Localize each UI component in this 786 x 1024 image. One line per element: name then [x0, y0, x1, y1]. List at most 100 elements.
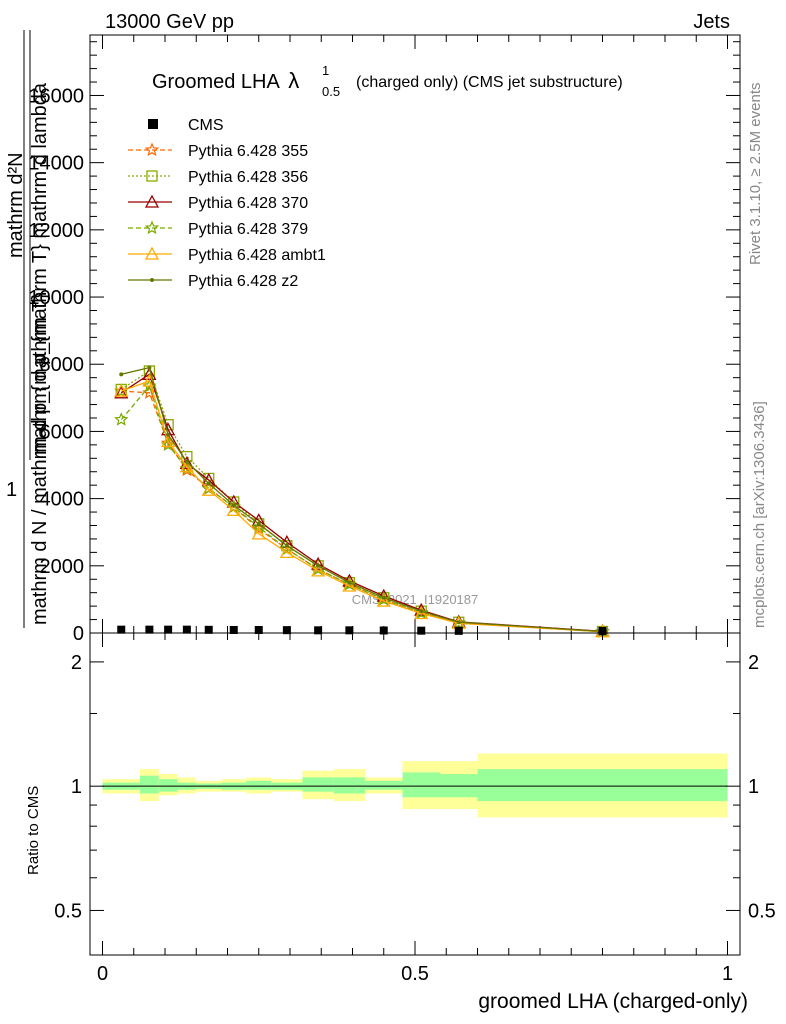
series-3-point [310, 561, 326, 576]
main-ytick-label-3: 6000 [40, 421, 85, 443]
mcplots-label: mcplots.cern.ch [arXiv:1306.3436] [751, 401, 768, 628]
series-4-point [226, 503, 241, 517]
series-5-point [119, 372, 124, 377]
cms-point [379, 626, 388, 635]
cms-point [417, 626, 426, 635]
series-4-point [311, 563, 326, 577]
series-5-point [316, 563, 321, 568]
series-4-point [279, 545, 294, 559]
ratio-xtick-label-2: 1 [722, 963, 733, 985]
ratio-ytick-label-0: 0.5 [54, 900, 82, 922]
series-3-point [114, 412, 129, 426]
main-ytick-label-7: 14000 [28, 153, 84, 175]
cms-point [182, 625, 191, 634]
series-5-point [456, 620, 461, 625]
series-5-point [256, 521, 261, 526]
ratio-ytick-label-1: 1 [71, 776, 82, 798]
series-5-point [347, 580, 352, 585]
main-ytick-label-5: 10000 [28, 287, 84, 309]
main-y-ticks: 0 2000 4000 6000 8000 10000 12000 14000 16000 [28, 41, 740, 645]
plot-title: Groomed LHA λ [152, 68, 299, 93]
cms-points [117, 625, 607, 635]
series-2-point [114, 385, 129, 399]
cms-point [254, 625, 263, 634]
series-4-point [201, 482, 216, 496]
legend-label-cms: CMS [188, 117, 224, 134]
ylabel-top: mathrm d²N [5, 152, 27, 258]
series-3-point [414, 605, 429, 619]
cms-point [282, 626, 291, 635]
ylabel-bottom: mathrm d N / mathrm d p_{mathrm T} [29, 293, 51, 625]
series-3-point [251, 519, 266, 534]
series-5-point [231, 503, 236, 508]
series-4-point [251, 526, 266, 540]
ratio-xtick-label-1: 0.5 [401, 963, 429, 985]
series-3-point [376, 591, 391, 606]
legend-label-1: Pythia 6.428 356 [188, 169, 308, 186]
series-4-point [114, 383, 129, 397]
ratio-band-inner-1 [140, 775, 159, 794]
ratio-xlabel: groomed LHA (charged-only) [478, 990, 748, 1013]
ratio-band-inner-13 [477, 769, 728, 802]
title-rest: (charged only) (CMS jet substructure) [356, 74, 623, 91]
ratio-ytick-label-right-0: 0.5 [748, 900, 776, 922]
series-4-point [376, 593, 391, 607]
ratio-ticks: 0 0.5 1 0.5 0.5 1 1 2 2 [54, 633, 776, 985]
energy-label: 13000 GeV pp [105, 11, 234, 33]
series-3-point [342, 576, 357, 591]
ratio-ytick-label-right-1: 1 [748, 776, 759, 798]
legend-marker-1 [146, 170, 158, 182]
legend-marker-4 [144, 246, 160, 260]
process-label: Jets [693, 11, 730, 33]
ylabel-one: 1 [6, 479, 17, 501]
series-0-point [142, 385, 157, 399]
series-5-point [206, 481, 211, 486]
cms-point [164, 625, 173, 634]
ratio-panel: 0 0.5 1 0.5 0.5 1 1 2 2 [54, 632, 776, 985]
series-4-point [342, 578, 357, 592]
ratio-band-inner-12 [440, 774, 478, 798]
ratio-xtick-label-0: 0 [97, 963, 108, 985]
legend: CMS Pythia 6.428 355 Pythia 6.428 356 Pyth… [128, 117, 326, 290]
ratio-band-inner-8 [302, 777, 334, 792]
ratio-ytick-label-2: 2 [71, 652, 82, 674]
legend-label-4: Pythia 6.428 ambt1 [188, 247, 326, 264]
ratio-frame [89, 632, 741, 956]
series-line-4 [121, 380, 603, 633]
cms-point [598, 626, 607, 635]
series-5-point [166, 432, 171, 437]
main-ytick-label-2: 4000 [40, 489, 85, 511]
cms-point [117, 625, 126, 634]
title-lambda: λ [288, 68, 299, 93]
series-5-point [147, 365, 152, 370]
cms-point [229, 625, 238, 634]
series-5-point [184, 459, 189, 464]
ratio-bands [102, 753, 728, 818]
ylabel-mid: mathrm d p_{mathrm T} mathrm d lambda [29, 82, 51, 455]
legend-label-2: Pythia 6.428 370 [188, 195, 308, 212]
legend-marker-3 [144, 220, 160, 235]
main-ytick-label-1: 2000 [40, 556, 85, 578]
main-ytick-label-8: 16000 [28, 85, 84, 107]
ratio-ytick-label-right-2: 2 [748, 652, 759, 674]
title-sub: 0.5 [322, 84, 340, 99]
ratio-band-inner-2 [158, 779, 178, 792]
title-sup: 1 [322, 63, 329, 78]
cms-point [454, 626, 463, 635]
main-panel: 0 2000 4000 6000 8000 10000 12000 14000 16000 CM… [28, 34, 741, 645]
ratio-band-inner-9 [333, 777, 365, 794]
main-ytick-label-6: 12000 [28, 220, 84, 242]
series-5-point [381, 595, 386, 600]
series-5-point [284, 543, 289, 548]
rivet-label: Rivet 3.1.10, ≥ 2.5M events [747, 83, 764, 266]
title-main: Groomed LHA [152, 71, 280, 93]
legend-marker-0 [144, 142, 160, 157]
series-5-point [419, 609, 424, 614]
ratio-band-inner-6 [246, 780, 272, 790]
cms-point [204, 625, 213, 634]
legend-label-0: Pythia 6.428 355 [188, 143, 308, 160]
main-ytick-label-4: 8000 [40, 354, 85, 376]
ratio-band-inner-11 [402, 772, 440, 798]
cms-point [345, 626, 354, 635]
